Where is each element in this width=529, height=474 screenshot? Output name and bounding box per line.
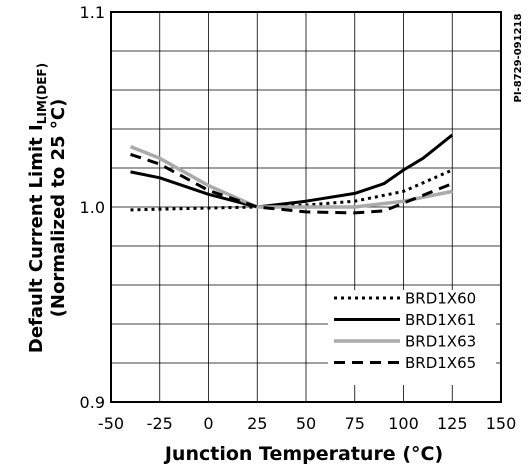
legend-background: [328, 290, 496, 385]
y-tick-label: 1.0: [80, 198, 105, 217]
figure-id: PI-8729-091218: [513, 13, 524, 102]
legend-label: BRD1X63: [405, 333, 476, 351]
y-axis-label-line2: (Normalized to 25 °C): [48, 99, 69, 318]
x-tick-label: 100: [388, 414, 419, 433]
x-axis-ticks: -50 -25 0 25 50 75 100 125 150: [98, 414, 516, 433]
legend-label: BRD1X60: [405, 290, 476, 308]
legend-label: BRD1X65: [405, 354, 476, 372]
y-axis-label: Default Current Limit ILIM(DEF): [26, 63, 49, 353]
y-axis-ticks: 0.9 1.0 1.1: [80, 3, 105, 412]
series-line-brd1x63: [129, 144, 453, 209]
y-tick-label: 0.9: [80, 393, 105, 412]
x-tick-label: 75: [345, 414, 365, 433]
series-line-brd1x60: [130, 168, 453, 212]
x-tick-label: 25: [247, 414, 267, 433]
series-group: [129, 133, 454, 215]
x-tick-label: 125: [437, 414, 468, 433]
x-tick-label: -25: [147, 414, 173, 433]
plot-frame: [110, 11, 502, 403]
x-tick-label: 150: [486, 414, 517, 433]
series-line-brd1x65: [130, 152, 453, 215]
y-axis-label-main: Default Current Limit I: [26, 124, 47, 353]
series-line-brd1x61: [130, 133, 454, 209]
y-tick-label: 1.1: [80, 3, 105, 22]
legend-label: BRD1X61: [405, 311, 476, 329]
x-tick-label: 0: [203, 414, 213, 433]
x-tick-label: -50: [98, 414, 124, 433]
y-axis-label-subscript: LIM(DEF): [35, 63, 49, 124]
x-tick-label: 50: [296, 414, 316, 433]
legend: BRD1X60 BRD1X61 BRD1X63 BRD1X65: [328, 290, 496, 385]
x-axis-label: Junction Temperature (°C): [163, 443, 443, 465]
